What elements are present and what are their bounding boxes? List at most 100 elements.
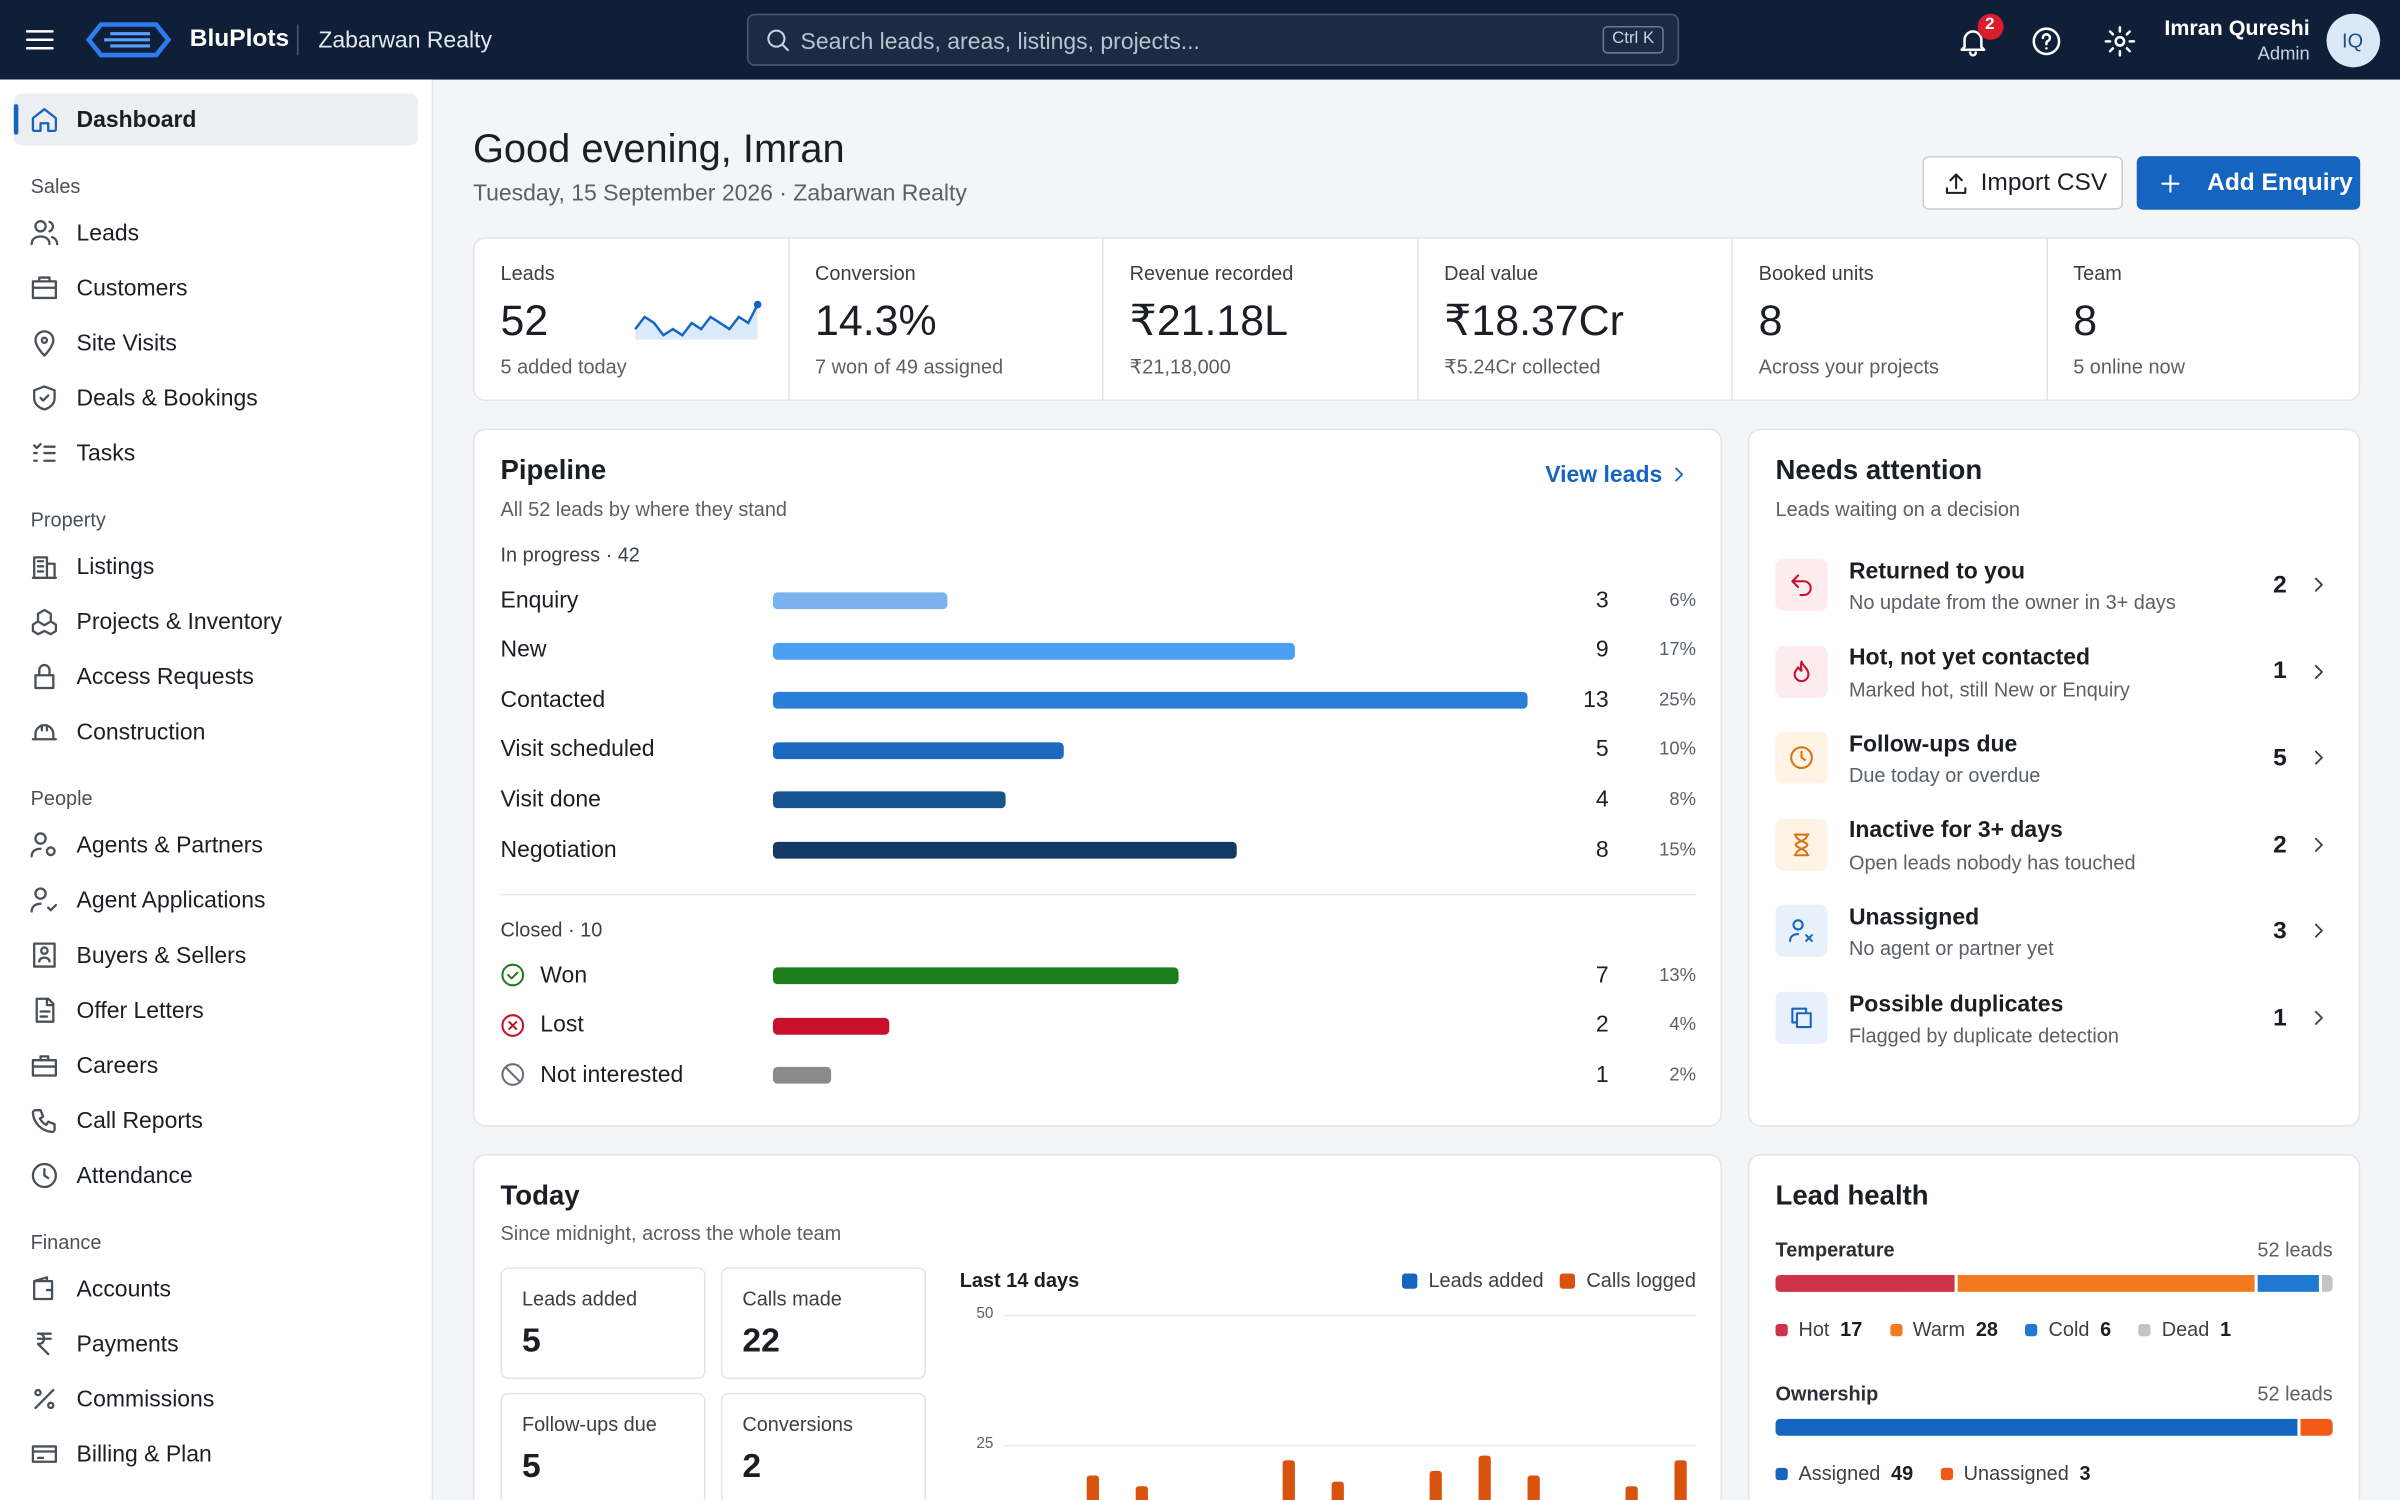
legend-swatch bbox=[1560, 1273, 1576, 1289]
nav-item[interactable]: Agent Applications bbox=[76, 886, 266, 914]
kpi-note: ₹21,18,000 bbox=[1129, 354, 1231, 378]
attention-icon-bg bbox=[1775, 645, 1828, 698]
icon-path bbox=[30, 887, 58, 913]
legend-value: 3 bbox=[2079, 1461, 2091, 1485]
nav-item[interactable]: Billing & Plan bbox=[76, 1441, 212, 1468]
nav-item[interactable]: Listings bbox=[76, 553, 155, 580]
kpi-value: 52 bbox=[500, 297, 549, 345]
brand-divider bbox=[296, 24, 299, 56]
nav-icon bbox=[34, 1388, 55, 1410]
nav-icon bbox=[30, 832, 56, 858]
icon-path bbox=[501, 1013, 525, 1037]
nav-item[interactable]: Attendance bbox=[76, 1162, 193, 1189]
nav-item[interactable]: Projects & Inventory bbox=[76, 608, 282, 635]
chart-bar bbox=[1478, 1455, 1491, 1500]
stat-value: 2 bbox=[742, 1445, 762, 1485]
view-leads-link[interactable]: View leads bbox=[1545, 461, 1663, 488]
attention-title: Follow-ups due bbox=[1848, 731, 2018, 758]
nav-item[interactable]: Agents & Partners bbox=[76, 831, 263, 858]
stage-bar bbox=[772, 1067, 832, 1084]
attention-icon bbox=[1791, 574, 1812, 597]
icon-path bbox=[34, 330, 55, 357]
nav-item[interactable]: Leads bbox=[76, 219, 140, 246]
legend-name: Assigned bbox=[1798, 1461, 1881, 1485]
avatar[interactable] bbox=[2326, 13, 2381, 68]
nav-item[interactable]: Offer Letters bbox=[76, 997, 204, 1024]
icon-path bbox=[2161, 174, 2180, 193]
legend-label: Leads added bbox=[1428, 1268, 1544, 1292]
nav-item[interactable]: Tasks bbox=[76, 440, 136, 467]
row-chevron bbox=[2314, 750, 2323, 765]
stat-box bbox=[720, 1392, 927, 1500]
icon-path bbox=[31, 276, 58, 300]
import-label: Import CSV bbox=[1980, 169, 2108, 196]
settings-icon bbox=[2104, 26, 2136, 57]
attention-count: 2 bbox=[2273, 832, 2287, 859]
row-chevron bbox=[2314, 924, 2323, 939]
nav-item[interactable]: Customers bbox=[76, 274, 188, 301]
nav-item[interactable]: Commissions bbox=[76, 1385, 215, 1412]
icon-path bbox=[31, 1109, 56, 1134]
plus-icon bbox=[2161, 174, 2180, 193]
icon-path bbox=[34, 1388, 55, 1410]
card-title: Today bbox=[500, 1180, 580, 1212]
stage-share: 10% bbox=[1659, 738, 1696, 760]
icon-path bbox=[1960, 30, 1986, 57]
icon-path bbox=[1791, 1007, 1812, 1029]
nav-item[interactable]: Call Reports bbox=[76, 1107, 203, 1134]
attention-icon bbox=[1793, 659, 1810, 682]
card-title: Pipeline bbox=[500, 455, 607, 486]
stage-bar bbox=[772, 967, 1180, 985]
kpi-label: Conversion bbox=[815, 261, 916, 285]
attention-note: Marked hot, still New or Enquiry bbox=[1848, 677, 2130, 701]
chart-bar bbox=[1086, 1476, 1099, 1500]
kpi-value: ₹21.18L bbox=[1129, 297, 1288, 345]
nav-active-bg[interactable] bbox=[13, 93, 418, 146]
search-box[interactable] bbox=[746, 13, 1680, 66]
card-title: Needs attention bbox=[1775, 455, 1983, 486]
stage-name: Won bbox=[540, 961, 588, 989]
attention-title: Hot, not yet contacted bbox=[1848, 644, 2091, 671]
group-label: In progress · 42 bbox=[500, 543, 640, 567]
stage-count: 9 bbox=[1595, 636, 1609, 663]
nav-item[interactable]: Accounts bbox=[76, 1275, 171, 1302]
notification-badge bbox=[1977, 13, 2004, 40]
health-card bbox=[1747, 1154, 2361, 1500]
nav-item[interactable]: Dashboard bbox=[76, 106, 197, 133]
attention-note: Open leads nobody has touched bbox=[1848, 850, 2136, 874]
nav-item[interactable]: Buyers & Sellers bbox=[76, 942, 247, 969]
stage-bar bbox=[772, 692, 1528, 709]
chart-bar bbox=[1625, 1486, 1638, 1500]
pipeline-divider bbox=[500, 893, 1696, 896]
icon-path bbox=[1790, 746, 1813, 770]
nav-icon bbox=[31, 1162, 57, 1189]
stage-name: Contacted bbox=[500, 686, 606, 713]
stage-name: New bbox=[500, 636, 547, 663]
icon-path bbox=[2314, 1010, 2323, 1025]
icon-path bbox=[25, 30, 54, 50]
y-tick-label: 25 bbox=[976, 1435, 994, 1453]
nav-item[interactable]: Construction bbox=[76, 718, 206, 745]
legend-dot bbox=[2138, 1323, 2152, 1337]
nav-item[interactable]: Access Requests bbox=[76, 663, 254, 690]
kpi-value: 8 bbox=[2073, 297, 2098, 345]
nav-item[interactable]: Site Visits bbox=[76, 329, 177, 356]
group-label: Closed · 10 bbox=[500, 918, 603, 942]
nav-item[interactable]: Payments bbox=[76, 1330, 179, 1357]
nav-item[interactable]: Deals & Bookings bbox=[76, 384, 258, 411]
nav-icon bbox=[33, 1276, 54, 1301]
attention-title: Returned to you bbox=[1848, 557, 2025, 584]
icon-path bbox=[35, 997, 55, 1023]
row-chevron bbox=[2314, 577, 2323, 592]
health-segment bbox=[1775, 1418, 2298, 1436]
kpi-note: 5 online now bbox=[2073, 354, 2185, 378]
stat-box bbox=[500, 1392, 706, 1500]
chart-bar bbox=[1282, 1460, 1295, 1500]
icon-path bbox=[31, 724, 58, 741]
card-subtitle: All 52 leads by where they stand bbox=[500, 497, 787, 521]
stat-label: Calls made bbox=[742, 1287, 842, 1311]
logo[interactable] bbox=[85, 21, 172, 58]
nav-item[interactable]: Careers bbox=[76, 1052, 159, 1079]
icon-path bbox=[33, 1276, 54, 1301]
stage-share: 4% bbox=[1669, 1013, 1696, 1035]
